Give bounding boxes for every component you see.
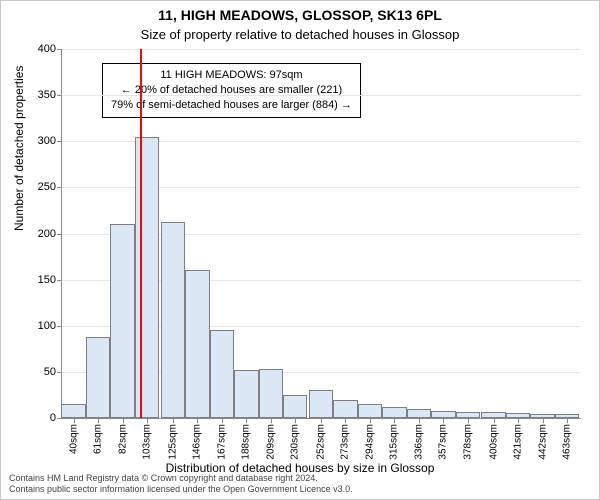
xtick-mark	[370, 418, 371, 423]
histogram-bar	[234, 370, 258, 418]
xtick-mark	[494, 418, 495, 423]
xtick-mark	[271, 418, 272, 423]
plot-area: 11 HIGH MEADOWS: 97sqm ← 20% of detached…	[61, 49, 581, 419]
xtick-mark	[419, 418, 420, 423]
xtick-label: 40sqm	[68, 424, 79, 454]
ytick-mark	[57, 187, 62, 188]
footer-line-1: Contains HM Land Registry data © Crown c…	[9, 473, 591, 484]
xtick-label: 188sqm	[241, 424, 252, 460]
info-line-3: 79% of semi-detached houses are larger (…	[111, 98, 352, 113]
xtick-label: 463sqm	[562, 424, 573, 460]
footer: Contains HM Land Registry data © Crown c…	[9, 473, 591, 496]
histogram-bar	[86, 337, 110, 418]
page-subtitle: Size of property relative to detached ho…	[1, 27, 599, 42]
xtick-mark	[567, 418, 568, 423]
xtick-mark	[295, 418, 296, 423]
xtick-label: 230sqm	[290, 424, 301, 460]
xtick-label: 357sqm	[438, 424, 449, 460]
ytick-mark	[57, 418, 62, 419]
histogram-bar	[431, 411, 455, 418]
histogram-bar	[309, 390, 333, 418]
xtick-mark	[74, 418, 75, 423]
ytick-mark	[57, 95, 62, 96]
chart-page: 11, HIGH MEADOWS, GLOSSOP, SK13 6PL Size…	[0, 0, 600, 500]
ytick-mark	[57, 234, 62, 235]
xtick-label: 442sqm	[537, 424, 548, 460]
xtick-mark	[345, 418, 346, 423]
ytick-mark	[57, 280, 62, 281]
ytick-label: 200	[38, 228, 56, 240]
xtick-mark	[394, 418, 395, 423]
xtick-label: 252sqm	[315, 424, 326, 460]
xtick-label: 61sqm	[93, 424, 104, 454]
xtick-label: 315sqm	[389, 424, 400, 460]
y-axis-label: Number of detached properties	[12, 66, 26, 231]
histogram-bar	[161, 222, 185, 418]
ytick-label: 100	[38, 320, 56, 332]
histogram-bar	[333, 400, 357, 418]
ytick-mark	[57, 141, 62, 142]
xtick-label: 125sqm	[167, 424, 178, 460]
info-line-1: 11 HIGH MEADOWS: 97sqm	[111, 68, 352, 83]
xtick-label: 400sqm	[488, 424, 499, 460]
histogram-bar	[135, 137, 159, 418]
histogram-bar	[358, 404, 382, 418]
xtick-mark	[468, 418, 469, 423]
xtick-label: 336sqm	[413, 424, 424, 460]
xtick-mark	[443, 418, 444, 423]
ytick-label: 350	[38, 89, 56, 101]
ytick-label: 250	[38, 181, 56, 193]
ytick-label: 400	[38, 43, 56, 55]
xtick-mark	[246, 418, 247, 423]
xtick-label: 82sqm	[117, 424, 128, 454]
ytick-mark	[57, 372, 62, 373]
page-title: 11, HIGH MEADOWS, GLOSSOP, SK13 6PL	[1, 7, 599, 23]
histogram-bar	[61, 404, 85, 418]
xtick-mark	[197, 418, 198, 423]
xtick-label: 273sqm	[340, 424, 351, 460]
xtick-label: 103sqm	[142, 424, 153, 460]
property-marker-line	[140, 49, 142, 418]
xtick-mark	[147, 418, 148, 423]
xtick-mark	[98, 418, 99, 423]
histogram-bar	[210, 330, 234, 418]
histogram-bar	[110, 224, 134, 418]
xtick-label: 146sqm	[192, 424, 203, 460]
ytick-label: 150	[38, 274, 56, 286]
xtick-mark	[222, 418, 223, 423]
ytick-label: 300	[38, 135, 56, 147]
ytick-label: 0	[50, 412, 56, 424]
ytick-mark	[57, 49, 62, 50]
xtick-label: 378sqm	[462, 424, 473, 460]
xtick-label: 167sqm	[216, 424, 227, 460]
xtick-label: 209sqm	[265, 424, 276, 460]
xtick-mark	[321, 418, 322, 423]
xtick-mark	[123, 418, 124, 423]
ytick-mark	[57, 326, 62, 327]
xtick-mark	[543, 418, 544, 423]
xtick-label: 294sqm	[364, 424, 375, 460]
histogram-bar	[185, 270, 209, 418]
histogram-bar	[283, 395, 307, 418]
histogram-bar	[382, 407, 406, 418]
histogram-bar	[407, 409, 431, 418]
xtick-label: 421sqm	[513, 424, 524, 460]
histogram-bar	[259, 369, 283, 418]
footer-line-2: Contains public sector information licen…	[9, 484, 591, 495]
ytick-label: 50	[44, 366, 56, 378]
xtick-mark	[173, 418, 174, 423]
xtick-mark	[518, 418, 519, 423]
